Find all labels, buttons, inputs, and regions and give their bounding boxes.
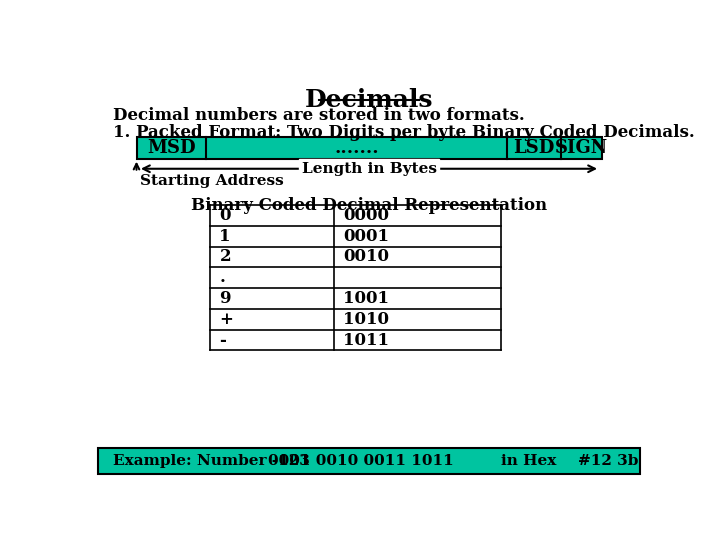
Text: LSD: LSD xyxy=(513,139,555,157)
Text: Length in Bytes: Length in Bytes xyxy=(302,162,436,176)
Text: 1011: 1011 xyxy=(343,332,390,349)
Text: .: . xyxy=(220,269,225,286)
Text: 0001: 0001 xyxy=(343,228,390,245)
Text: 2: 2 xyxy=(220,248,231,266)
Text: -: - xyxy=(220,332,226,349)
Text: 0001 0010 0011 1011: 0001 0010 0011 1011 xyxy=(269,454,454,468)
Text: #12 3b: #12 3b xyxy=(578,454,639,468)
Text: 0010: 0010 xyxy=(343,248,390,266)
Text: +: + xyxy=(220,311,233,328)
Text: 1001: 1001 xyxy=(343,290,390,307)
Text: MSD: MSD xyxy=(147,139,196,157)
Text: Binary Coded Decimal Representation: Binary Coded Decimal Representation xyxy=(191,197,547,214)
FancyBboxPatch shape xyxy=(137,137,601,159)
Text: 0: 0 xyxy=(220,207,231,224)
Text: Starting Address: Starting Address xyxy=(140,174,284,188)
FancyBboxPatch shape xyxy=(98,448,640,475)
Text: 1010: 1010 xyxy=(343,311,390,328)
Text: 1: 1 xyxy=(220,228,231,245)
Text: Example: Number -123: Example: Number -123 xyxy=(113,454,310,468)
Text: 9: 9 xyxy=(220,290,231,307)
Text: .......: ....... xyxy=(334,139,379,157)
Text: in Hex: in Hex xyxy=(500,454,556,468)
Text: Decimals: Decimals xyxy=(305,88,433,112)
Text: SIGN: SIGN xyxy=(554,139,608,157)
Text: 0000: 0000 xyxy=(343,207,390,224)
Text: 1. Packed Format: Two Digits per byte Binary Coded Decimals.: 1. Packed Format: Two Digits per byte Bi… xyxy=(113,124,695,141)
Text: Decimal numbers are stored in two formats.: Decimal numbers are stored in two format… xyxy=(113,107,525,124)
